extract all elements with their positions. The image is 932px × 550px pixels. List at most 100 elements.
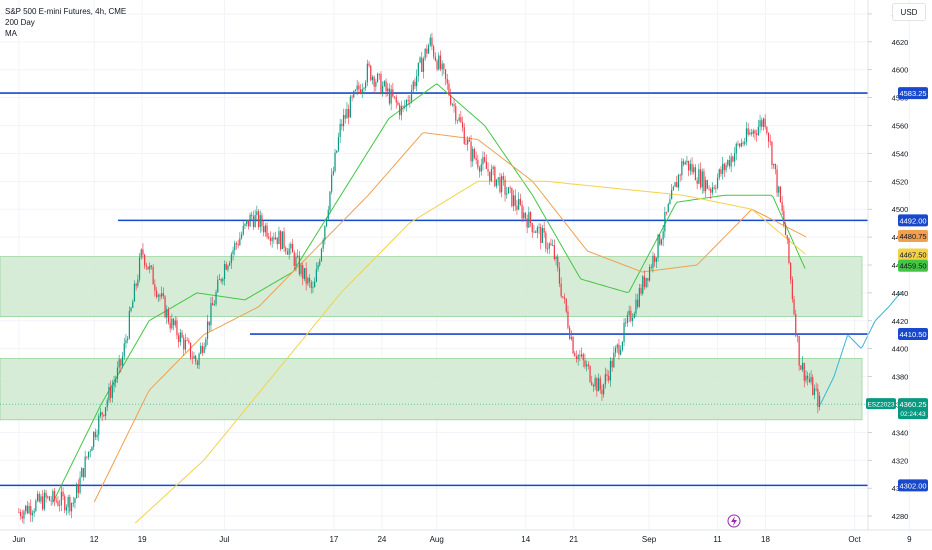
projection-line bbox=[819, 291, 902, 405]
time-axis[interactable]: Jun1219Jul1724Aug1421Sep1118Oct91623 bbox=[12, 535, 932, 544]
candle-body bbox=[227, 265, 229, 270]
level-price-tag: 4410.50 bbox=[899, 330, 926, 339]
candle-body bbox=[155, 290, 158, 297]
candle-body bbox=[273, 237, 275, 240]
candle-body bbox=[412, 81, 414, 91]
chart-title: S&P 500 E-mini Futures, 4h, CME bbox=[5, 7, 127, 16]
candle-body bbox=[567, 311, 569, 328]
candle-body bbox=[740, 142, 742, 147]
candle-body bbox=[812, 377, 814, 396]
candle-body bbox=[166, 309, 168, 318]
time-tick-label: Jul bbox=[219, 535, 229, 544]
candle-body bbox=[492, 166, 494, 170]
candle-body bbox=[164, 296, 166, 318]
price-tick-label: 4280 bbox=[892, 512, 909, 521]
candle-body bbox=[591, 381, 593, 385]
candle-body bbox=[519, 198, 521, 205]
candle-body bbox=[334, 152, 336, 172]
candle-body bbox=[123, 343, 125, 357]
candle-body bbox=[157, 295, 159, 297]
candle-body bbox=[74, 498, 76, 503]
candle-body bbox=[597, 378, 600, 392]
level-price-tag: 4302.00 bbox=[899, 481, 926, 490]
candle-body bbox=[749, 132, 751, 135]
candle-body bbox=[206, 321, 209, 339]
candle-body bbox=[682, 161, 685, 165]
level-price-tag-bg bbox=[898, 479, 928, 492]
candle-body bbox=[48, 496, 51, 501]
symbol-tag-bg bbox=[866, 398, 896, 410]
candle-body bbox=[305, 268, 307, 284]
candle-body bbox=[36, 493, 39, 501]
candle-body bbox=[470, 141, 472, 162]
ma-price-tag-bg bbox=[898, 248, 928, 261]
candle-body bbox=[339, 123, 341, 138]
candle-body bbox=[348, 108, 350, 118]
price-tick-label: 4340 bbox=[892, 428, 909, 437]
candle-body bbox=[43, 492, 45, 510]
candle-body bbox=[91, 447, 93, 452]
candle-body bbox=[633, 313, 635, 319]
currency-button[interactable]: USD bbox=[892, 3, 926, 21]
candle-body bbox=[518, 198, 520, 210]
candle-body bbox=[246, 220, 248, 224]
candle-body bbox=[579, 355, 581, 357]
candle-body bbox=[587, 364, 589, 366]
candle-body bbox=[468, 139, 470, 142]
candle-body bbox=[807, 375, 809, 379]
candle-body bbox=[266, 225, 268, 237]
candle-body bbox=[195, 355, 197, 362]
candle-body bbox=[312, 287, 314, 289]
candle-body bbox=[220, 278, 222, 282]
candle-body bbox=[577, 355, 579, 360]
candle-body bbox=[523, 212, 525, 219]
candle-body bbox=[813, 388, 816, 396]
candle-body bbox=[373, 76, 375, 87]
candle-body bbox=[713, 187, 715, 189]
candle-body bbox=[791, 279, 793, 300]
moving-averages bbox=[52, 83, 807, 524]
candle-body bbox=[47, 496, 49, 498]
candle-body bbox=[57, 501, 59, 506]
candle-body bbox=[135, 283, 137, 286]
candle-body bbox=[251, 214, 253, 217]
candle-body bbox=[638, 287, 640, 307]
candle-body bbox=[366, 63, 368, 83]
lightning-icon[interactable] bbox=[727, 514, 741, 528]
candle-body bbox=[353, 90, 355, 98]
ma-price-tag-bg bbox=[898, 259, 928, 272]
candle-body bbox=[409, 100, 411, 102]
candle-body bbox=[742, 142, 744, 144]
candle-body bbox=[732, 156, 734, 162]
candle-body bbox=[480, 164, 482, 172]
candle-body bbox=[715, 187, 717, 189]
candle-body bbox=[144, 254, 146, 266]
candle-body bbox=[706, 180, 708, 189]
candle-body bbox=[346, 108, 348, 119]
candle-body bbox=[21, 516, 23, 519]
candle-body bbox=[336, 150, 338, 153]
candle-body bbox=[342, 115, 345, 127]
candle-body bbox=[106, 400, 108, 408]
candle-body bbox=[295, 256, 297, 267]
candle-body bbox=[686, 160, 688, 163]
candle-body bbox=[50, 500, 52, 502]
candle-body bbox=[516, 205, 518, 210]
candle-body bbox=[582, 354, 584, 361]
candle-body bbox=[506, 193, 508, 195]
candle-body bbox=[679, 174, 681, 176]
candle-body bbox=[130, 307, 132, 311]
candle-body bbox=[298, 255, 300, 275]
candle-body bbox=[237, 244, 239, 246]
time-tick-label: 9 bbox=[907, 535, 912, 544]
candle-body bbox=[541, 228, 544, 243]
price-tick-label: 4560 bbox=[892, 122, 909, 131]
horizontal-levels[interactable] bbox=[0, 92, 868, 487]
candle-body bbox=[125, 340, 127, 344]
candle-body bbox=[62, 491, 64, 497]
candle-body bbox=[784, 224, 787, 236]
candle-body bbox=[337, 137, 340, 151]
candle-body bbox=[769, 141, 771, 143]
candle-body bbox=[230, 254, 232, 264]
